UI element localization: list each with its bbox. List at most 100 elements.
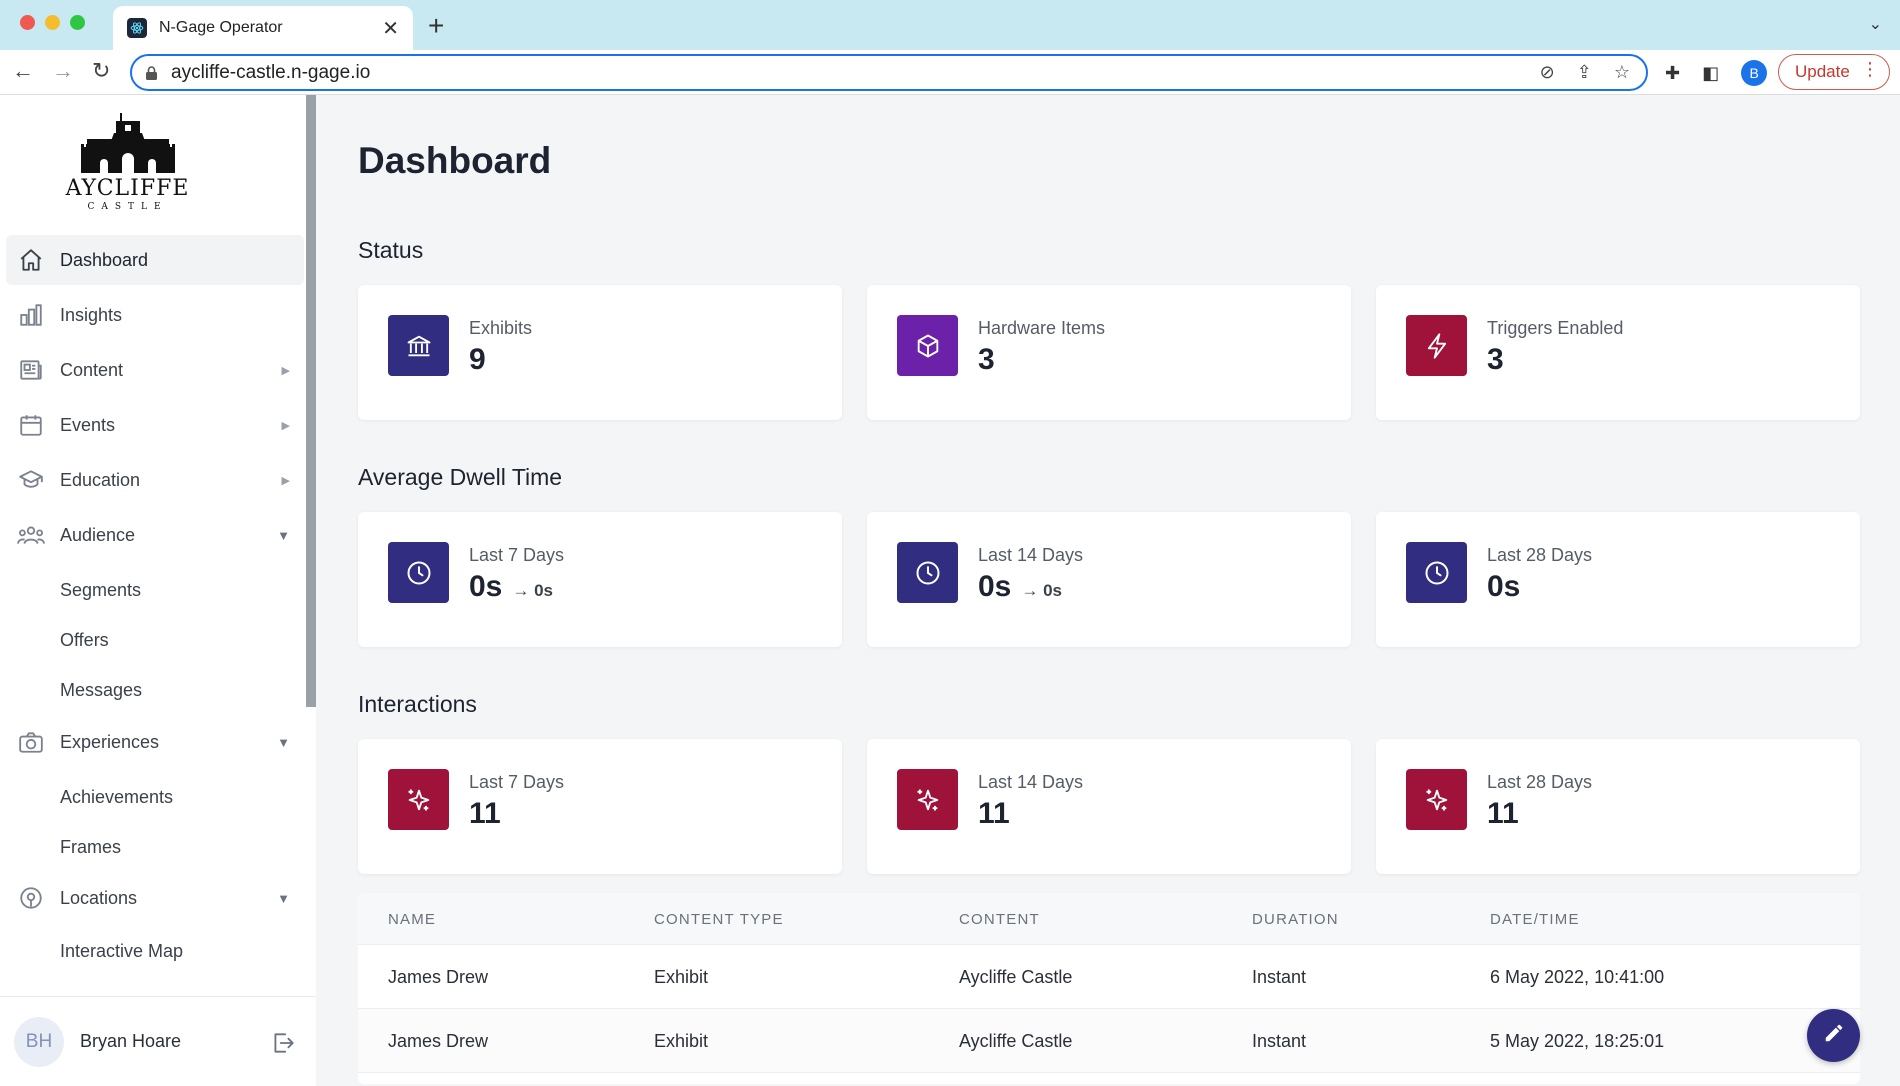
caret-down-icon: ▼ [277,890,290,906]
bookmark-star-icon[interactable]: ☆ [1613,62,1630,82]
column-header-duration[interactable]: DURATION [1252,911,1339,928]
card-label: Hardware Items [978,318,1106,338]
sidebar-item-dashboard[interactable]: Dashboard [6,235,304,285]
graduation-cap-icon [16,465,46,495]
sparkles-icon [1406,769,1467,830]
url-text: aycliffe-castle.n-gage.io [171,61,371,83]
cube-icon [897,315,958,376]
sidebar-item-education[interactable]: Education ▶ [6,455,304,505]
sidebar-scrollbar[interactable] [306,95,316,707]
card-label: Last 28 Days [1487,772,1593,792]
caret-right-icon: ▶ [281,364,290,377]
new-tab-button[interactable]: + [428,10,445,41]
card-label: Last 7 Days [469,772,565,792]
sidebar-item-experiences[interactable]: Experiences ▼ [6,717,304,767]
sidebar-item-label: Insights [60,304,123,325]
update-label: Update [1795,62,1850,81]
card-label: Last 28 Days [1487,545,1593,565]
tab-search-chevron-icon[interactable]: ⌄ [1868,16,1882,33]
share-icon[interactable]: ⇪ [1576,62,1592,82]
card-value: 11 [978,797,1010,830]
section-title-interactions: Interactions [358,691,477,717]
table-row[interactable]: James Drew Exhibit Aycliffe Castle Insta… [358,1009,1860,1073]
browser-tab-bar: N-Gage Operator ✕ + ⌄ [0,0,1900,50]
dwell-card-14-days[interactable]: Last 14 Days 0s → 0s [867,512,1351,647]
interactions-card-7-days[interactable]: Last 7 Days 11 [358,739,842,874]
window-minimize-button[interactable] [45,15,60,30]
address-bar[interactable]: aycliffe-castle.n-gage.io ⊘ ⇪ ☆ [130,54,1648,91]
sidebar-item-label: Locations [60,887,138,908]
more-menu-icon[interactable]: ⋮ [1861,59,1879,79]
sidebar-item-audience[interactable]: Audience ▼ [6,510,304,560]
sidebar-item-content[interactable]: Content ▶ [6,345,304,395]
column-header-content[interactable]: CONTENT [959,911,1040,928]
card-value-wrap: 0s → 0s [978,570,1062,604]
card-value: 11 [1487,797,1519,830]
sidebar-item-interactive-map[interactable]: Interactive Map [60,941,184,961]
side-panel-icon[interactable]: ◧ [1702,62,1720,83]
sidebar-item-achievements[interactable]: Achievements [60,787,174,807]
sidebar-item-offers[interactable]: Offers [60,630,109,650]
clock-icon [388,542,449,603]
window-close-button[interactable] [20,15,35,30]
cell-datetime: 6 May 2022, 10:41:00 [1490,967,1665,987]
browser-toolbar: ← → ↻ aycliffe-castle.n-gage.io ⊘ ⇪ ☆ ✚ … [0,50,1900,95]
caret-right-icon: ▶ [281,474,290,487]
cell-content: Aycliffe Castle [959,1031,1073,1051]
interactions-card-28-days[interactable]: Last 28 Days 11 [1376,739,1860,874]
table-header: NAME CONTENT TYPE CONTENT DURATION DATE/… [358,893,1860,945]
stat-card-exhibits[interactable]: Exhibits 9 [358,285,842,420]
avatar[interactable]: BH [14,1017,64,1067]
section-title-dwell-time: Average Dwell Time [358,464,563,490]
stat-card-triggers-enabled[interactable]: Triggers Enabled 3 [1376,285,1860,420]
camera-icon [16,727,46,757]
forward-arrow-icon[interactable]: → [52,58,74,83]
interactions-card-14-days[interactable]: Last 14 Days 11 [867,739,1351,874]
clock-icon [897,542,958,603]
blocked-popup-icon[interactable]: ⊘ [1539,62,1555,82]
aycliffe-castle-logo[interactable]: AYCLIFFE CASTLE [60,111,195,212]
tab-close-icon[interactable]: ✕ [382,17,399,40]
dwell-card-28-days[interactable]: Last 28 Days 0s [1376,512,1860,647]
calendar-icon [16,410,46,440]
sidebar-item-insights[interactable]: Insights [6,290,304,340]
reload-icon[interactable]: ↻ [92,58,111,83]
dwell-card-7-days[interactable]: Last 7 Days 0s → 0s [358,512,842,647]
sidebar-item-events[interactable]: Events ▶ [6,400,304,450]
cell-content: Aycliffe Castle [959,967,1073,987]
sparkles-icon [897,769,958,830]
column-header-content-type[interactable]: CONTENT TYPE [654,911,784,928]
card-label: Triggers Enabled [1487,318,1624,338]
cell-duration: Instant [1252,1031,1307,1051]
stat-card-hardware-items[interactable]: Hardware Items 3 [867,285,1351,420]
profile-avatar[interactable]: B [1741,60,1768,86]
caret-down-icon: ▼ [277,734,290,750]
edit-fab-button[interactable] [1807,1009,1860,1062]
sidebar-item-segments[interactable]: Segments [60,580,142,600]
card-value: 11 [469,797,501,830]
caret-down-icon: ▼ [277,527,290,543]
update-button[interactable]: Update ⋮ [1778,54,1890,90]
logout-icon[interactable] [270,1030,296,1061]
card-label: Exhibits [469,318,533,338]
browser-tab[interactable]: N-Gage Operator ✕ [113,6,413,50]
card-label: Last 14 Days [978,545,1084,565]
logo-wordmark: AYCLIFFE [65,176,190,201]
card-value: 0s [978,570,1012,603]
column-header-datetime[interactable]: DATE/TIME [1490,911,1580,928]
sidebar-item-locations[interactable]: Locations ▼ [6,873,304,923]
extensions-puzzle-icon[interactable]: ✚ [1665,62,1681,83]
user-name: Bryan Hoare [80,1031,182,1051]
sidebar-item-messages[interactable]: Messages [60,680,143,700]
lock-icon [146,66,157,80]
home-icon [16,245,46,275]
window-maximize-button[interactable] [70,15,85,30]
castle-icon [80,113,175,173]
card-value: 9 [469,343,486,376]
card-value: 0s [1487,570,1521,603]
table-row[interactable]: James Drew Exhibit Aycliffe Castle Insta… [358,945,1860,1009]
back-arrow-icon[interactable]: ← [12,58,34,83]
column-header-name[interactable]: NAME [388,911,437,928]
sidebar-item-frames[interactable]: Frames [60,837,122,857]
sidebar: AYCLIFFE CASTLE Dashboard Insights Conte… [0,95,316,1086]
